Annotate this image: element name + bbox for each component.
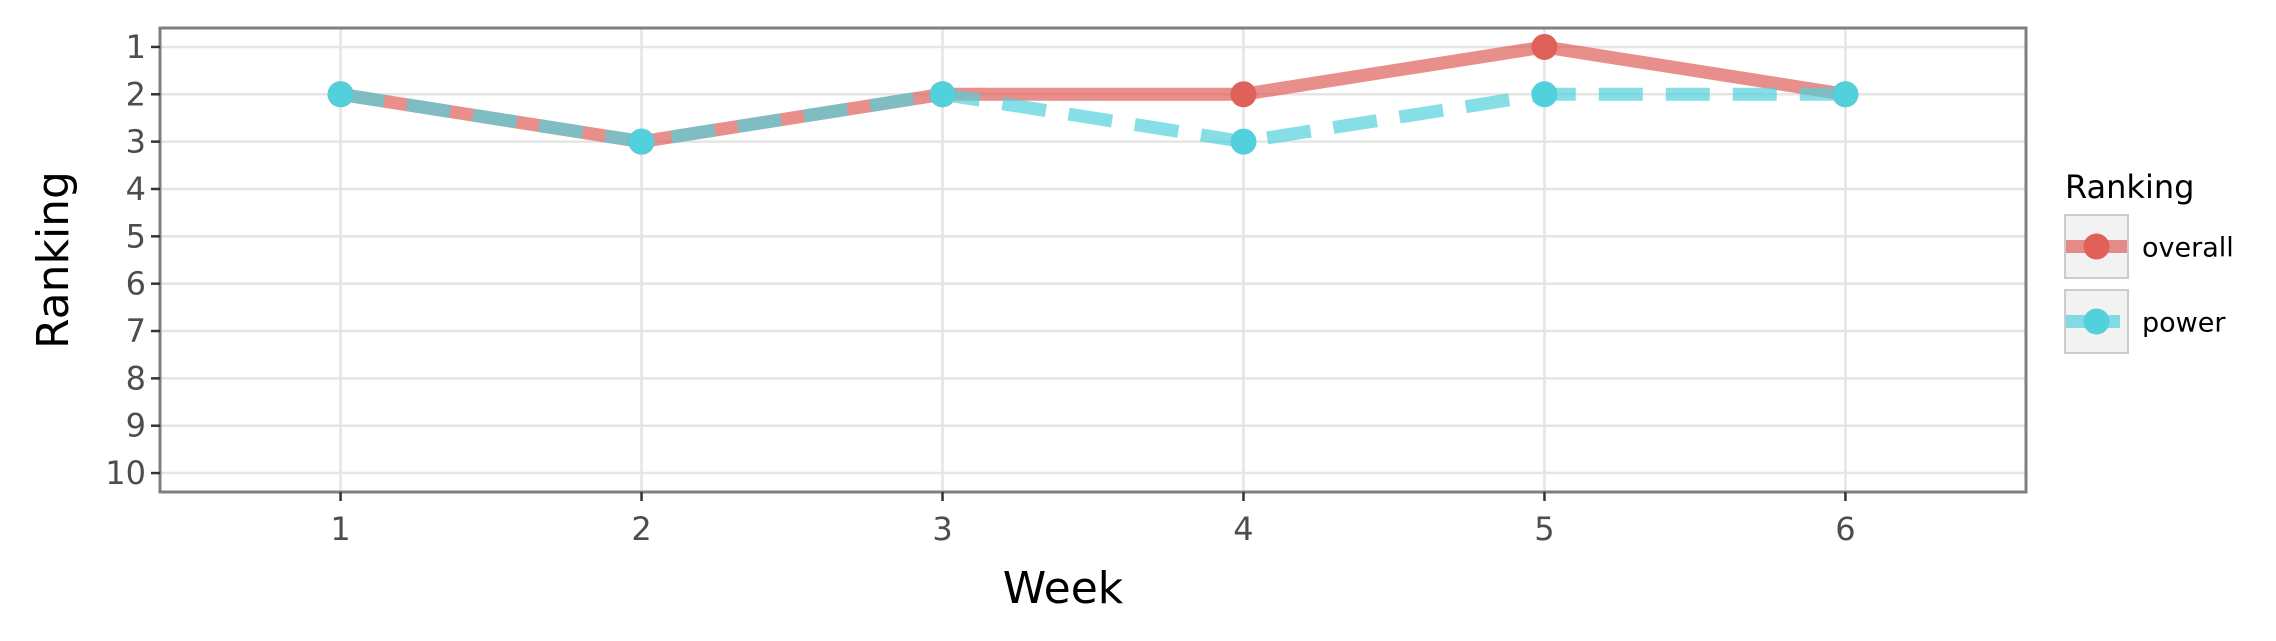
legend-item-overall: overall	[2064, 214, 2234, 279]
plot-panel	[160, 28, 2026, 492]
y-tick-label: 1	[126, 28, 146, 66]
legend-title: Ranking	[2065, 168, 2194, 206]
y-axis-ticks: 1 2 3 4 5 6 7 8 9 10	[105, 28, 160, 492]
x-tick-label: 1	[330, 510, 350, 548]
data-point-power	[1531, 81, 1558, 108]
y-tick-label: 3	[126, 123, 146, 161]
series-lines	[339, 40, 1847, 149]
series-line-power	[339, 87, 1846, 149]
legend: Ranking overall power	[2064, 168, 2234, 354]
data-point-power	[1230, 128, 1257, 155]
x-tick-label: 6	[1835, 510, 1855, 548]
data-point-power	[327, 81, 354, 108]
y-tick-label: 8	[126, 359, 146, 397]
y-tick-label: 6	[126, 265, 146, 303]
y-tick-label: 4	[126, 170, 146, 208]
data-point-power	[628, 128, 655, 155]
legend-key-point	[2083, 233, 2110, 260]
legend-label: power	[2142, 308, 2226, 339]
series-points	[327, 33, 1859, 155]
y-tick-label: 9	[126, 407, 146, 445]
data-point-overall	[1230, 81, 1257, 108]
x-tick-label: 5	[1534, 510, 1554, 548]
legend-label: overall	[2142, 233, 2234, 264]
series-line-overall	[339, 40, 1847, 149]
x-tick-label: 3	[932, 510, 952, 548]
x-axis-ticks: 1 2 3 4 5 6	[330, 492, 1856, 548]
x-tick-label: 4	[1233, 510, 1253, 548]
y-tick-label: 2	[126, 75, 146, 113]
data-point-power	[929, 81, 956, 108]
y-tick-label: 10	[105, 454, 146, 492]
legend-key-point	[2083, 308, 2110, 335]
y-tick-label: 5	[126, 217, 146, 255]
x-tick-label: 2	[631, 510, 651, 548]
y-tick-label: 7	[126, 312, 146, 350]
plot-border	[158, 26, 2028, 494]
y-axis-title: Ranking	[28, 171, 79, 349]
data-point-power	[1832, 81, 1859, 108]
legend-item-power: power	[2064, 289, 2226, 354]
data-point-overall	[1531, 33, 1558, 60]
x-axis-title: Week	[1003, 563, 1124, 614]
